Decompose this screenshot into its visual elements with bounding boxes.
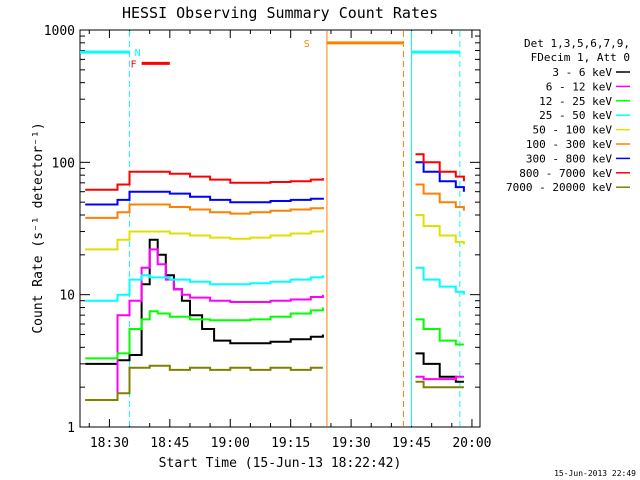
series-group <box>85 153 465 401</box>
legend-header-line-1: Det 1,3,5,6,7,9, <box>524 37 630 50</box>
legend-label-50-100-kev: 50 - 100 keV <box>533 124 613 137</box>
y-tick-label: 1 <box>67 421 75 436</box>
flag-label-s: S <box>304 39 310 50</box>
footer-date: 15-Jun-2013 22:49 <box>554 469 636 478</box>
plot-frame <box>79 29 481 428</box>
y-axis-label: Count Rate (s⁻¹ detector⁻¹) <box>31 122 46 333</box>
legend-header-line-2: FDecim 1, Att 0 <box>531 51 630 64</box>
legend-label-7000-20000-kev: 7000 - 20000 keV <box>506 181 612 194</box>
x-tick-label: 19:30 <box>332 436 371 451</box>
chart-title: HESSI Observing Summary Count Rates <box>122 4 438 22</box>
x-axis-label: Start Time (15-Jun-13 18:22:42) <box>159 456 402 471</box>
y-axis: 1 10 100 1000 <box>44 24 480 436</box>
series-line-50-100-kev <box>85 214 465 251</box>
vertical-markers <box>129 31 461 426</box>
series-line-100-300-kev <box>85 183 465 219</box>
y-tick-label: 1000 <box>44 24 75 39</box>
series-line-7000-20000-kev <box>85 364 464 401</box>
x-tick-label: 19:45 <box>392 436 431 451</box>
x-tick-label: 19:15 <box>271 436 310 451</box>
legend-label-3-6-kev: 3 - 6 keV <box>552 66 612 79</box>
y-tick-label: 10 <box>59 289 75 304</box>
x-tick-label: 18:45 <box>150 436 189 451</box>
x-tick-label: 19:00 <box>211 436 250 451</box>
legend-label-800-7000-kev: 800 - 7000 keV <box>519 167 612 180</box>
x-tick-label: 18:30 <box>90 436 129 451</box>
x-axis: 18:30 18:45 19:00 19:15 19:30 19:45 20:00 <box>88 30 492 451</box>
series-line-6-12-kev <box>85 248 464 401</box>
series-line-25-50-kev <box>85 266 465 302</box>
legend-label-100-300-kev: 100 - 300 keV <box>526 138 612 151</box>
legend-label-6-12-kev: 6 - 12 keV <box>546 80 613 93</box>
y-tick-label: 100 <box>52 156 75 171</box>
flag-label-f: F <box>131 59 137 70</box>
legend: Det 1,3,5,6,7,9, FDecim 1, Att 0 3 - 6 k… <box>506 37 630 194</box>
legend-label-12-25-kev: 12 - 25 keV <box>539 95 612 108</box>
series-line-800-7000-kev <box>85 153 465 191</box>
series-line-12-25-kev <box>85 307 464 360</box>
flag-label-n: N <box>135 48 141 59</box>
legend-label-25-50-kev: 25 - 50 keV <box>539 109 612 122</box>
legend-label-300-800-kev: 300 - 800 keV <box>526 152 612 165</box>
flag-bars: NF S <box>80 39 460 70</box>
series-line-300-800-kev <box>85 161 465 206</box>
x-tick-label: 20:00 <box>452 436 491 451</box>
